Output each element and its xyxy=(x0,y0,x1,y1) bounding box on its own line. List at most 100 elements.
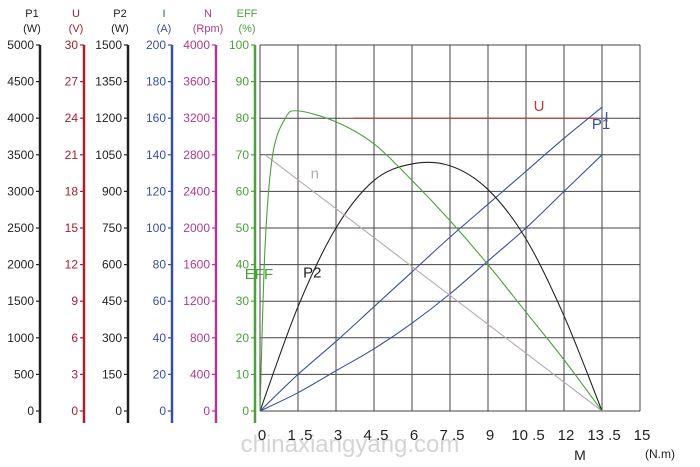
axis-tick-label: 80 xyxy=(153,258,167,272)
series-label-u: U xyxy=(534,98,545,115)
axis-tick-label: 70 xyxy=(236,148,250,162)
x-tick-label: 0 xyxy=(258,427,266,444)
axis-name: P2 xyxy=(113,8,126,20)
series-label-n: n xyxy=(311,166,319,183)
axis-tick-label: 80 xyxy=(236,111,250,125)
axis-tick-label: 160 xyxy=(146,111,166,125)
axis-tick-label: 40 xyxy=(236,258,250,272)
plot-grid xyxy=(259,44,641,412)
axis-tick-label: 120 xyxy=(146,184,166,198)
axis-tick-label: 180 xyxy=(146,75,166,89)
axis-tick-label: 3600 xyxy=(183,75,210,89)
series-label-eff: EFF xyxy=(245,266,273,283)
axis-tick-label: 24 xyxy=(65,111,79,125)
axis-tick-label: 750 xyxy=(102,221,122,235)
axis-tick-label: 5000 xyxy=(7,38,34,52)
axis-tick-label: 10 xyxy=(236,367,250,381)
axis-unit: (%) xyxy=(238,23,255,35)
axis-tick-label: 3 xyxy=(71,367,78,381)
x-tick-label: 1 .5 xyxy=(287,427,312,444)
axis-tick-label: 100 xyxy=(229,38,249,52)
series-lines xyxy=(259,106,603,412)
axis-tick-label: 140 xyxy=(146,148,166,162)
x-tick-label: 13 .5 xyxy=(587,427,620,444)
axis-name: N xyxy=(204,8,212,20)
axis-tick-label: 0 xyxy=(242,404,249,418)
axis-tick-label: 1500 xyxy=(7,294,34,308)
axis-tick-label: 500 xyxy=(14,367,34,381)
axis-tick-label: 2000 xyxy=(7,258,34,272)
axis-tick-label: 1350 xyxy=(95,75,122,89)
axis-tick-label: 60 xyxy=(153,294,167,308)
axis-tick-label: 400 xyxy=(190,367,210,381)
axis-tick-label: 2000 xyxy=(183,221,210,235)
axis-p1: P1(W)50004500400035003000250020001500100… xyxy=(7,8,42,423)
axis-tick-label: 1500 xyxy=(95,38,122,52)
axis-tick-label: 27 xyxy=(65,75,79,89)
axis-tick-label: 0 xyxy=(159,404,166,418)
axis-tick-label: 0 xyxy=(115,404,122,418)
watermark: chinaxiangyang.com xyxy=(241,431,460,458)
axis-tick-label: 30 xyxy=(65,38,79,52)
x-axis: 0 1 .5 3 4 .5 6 7 .5 9 10 .5 12 13 .5 15 M (N.m) xyxy=(258,427,675,463)
axis-tick-label: 50 xyxy=(236,221,250,235)
axis-tick-label: 4000 xyxy=(7,111,34,125)
axis-tick-label: 900 xyxy=(102,184,122,198)
axis-unit: (Rpm) xyxy=(193,23,224,35)
series-line-p1 xyxy=(259,154,603,412)
axis-name: EFF xyxy=(237,8,258,20)
x-tick-label: 9 xyxy=(486,427,494,444)
axis-tick-label: 3200 xyxy=(183,111,210,125)
axis-tick-label: 1600 xyxy=(183,258,210,272)
axis-tick-label: 1200 xyxy=(95,111,122,125)
x-tick-label: 7 .5 xyxy=(439,427,464,444)
vertical-axes: P1(W)50004500400035003000250020001500100… xyxy=(7,8,258,423)
series-label-i: I xyxy=(605,109,609,126)
series-labels: U P1I P2 n EFF xyxy=(245,98,610,283)
axis-tick-label: 4000 xyxy=(183,38,210,52)
axis-tick-label: 1000 xyxy=(7,331,34,345)
x-tick-label: 4 .5 xyxy=(363,427,388,444)
axis-tick-label: 2500 xyxy=(7,221,34,235)
axis-tick-label: 20 xyxy=(236,331,250,345)
axis-tick-label: 40 xyxy=(153,331,167,345)
axis-unit: (V) xyxy=(69,23,84,35)
axis-unit: (W) xyxy=(111,23,129,35)
axis-tick-label: 300 xyxy=(102,331,122,345)
series-line-p2 xyxy=(259,161,603,412)
axis-tick-label: 0 xyxy=(71,404,78,418)
axis-tick-label: 150 xyxy=(102,367,122,381)
axis-name: U xyxy=(72,8,80,20)
series-line-i xyxy=(259,106,603,412)
series-label-p1: P1 xyxy=(592,116,610,133)
axis-name: P1 xyxy=(25,8,38,20)
x-tick-label: 12 xyxy=(558,427,575,444)
axis-tick-label: 600 xyxy=(102,258,122,272)
axis-tick-label: 2800 xyxy=(183,148,210,162)
axis-tick-label: 3500 xyxy=(7,148,34,162)
axis-tick-label: 6 xyxy=(71,331,78,345)
axis-tick-label: 21 xyxy=(65,148,79,162)
x-tick-label: 3 xyxy=(334,427,342,444)
axis-tick-label: 9 xyxy=(71,294,78,308)
series-line-n xyxy=(264,154,603,412)
axis-tick-label: 800 xyxy=(190,331,210,345)
axis-tick-label: 20 xyxy=(153,367,167,381)
axis-tick-label: 15 xyxy=(65,221,79,235)
x-axis-unit: (N.m) xyxy=(645,447,675,461)
axis-tick-label: 3000 xyxy=(7,184,34,198)
axis-unit: (W) xyxy=(23,23,41,35)
x-axis-label: M xyxy=(574,447,586,463)
series-line-eff xyxy=(259,110,603,412)
axis-tick-label: 2400 xyxy=(183,184,210,198)
axis-tick-label: 1200 xyxy=(183,294,210,308)
axis-tick-label: 30 xyxy=(236,294,250,308)
axis-tick-label: 1050 xyxy=(95,148,122,162)
axis-name: I xyxy=(162,8,165,20)
axis-n: N (Rpm) 4000 3600 3200 2800 2400 2000 1600 1200 80… xyxy=(183,8,223,423)
x-tick-label: 10 .5 xyxy=(511,427,544,444)
x-tick-label: 6 xyxy=(410,427,418,444)
axis-tick-label: 0 xyxy=(27,404,34,418)
